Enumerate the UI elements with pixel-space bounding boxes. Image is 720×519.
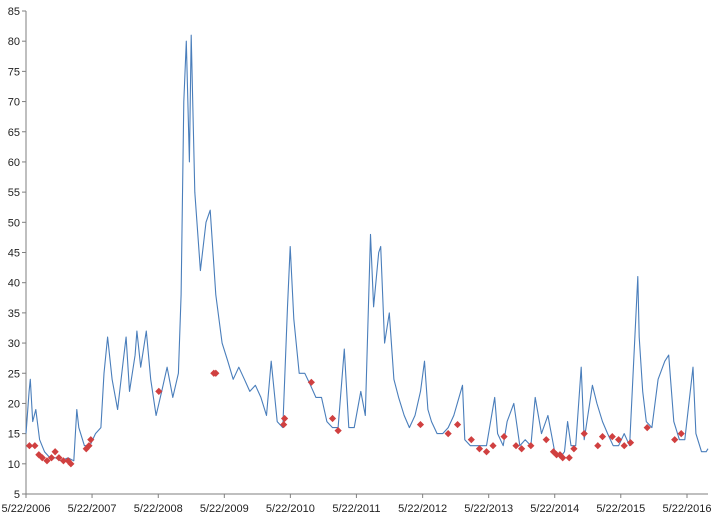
y-tick-label: 10 (8, 459, 20, 471)
y-tick-label: 45 (8, 248, 20, 260)
diamond-marker (334, 427, 342, 435)
diamond-marker (608, 433, 616, 441)
diamond-marker (87, 436, 95, 444)
y-tick-label: 30 (8, 338, 20, 350)
y-tick-label: 55 (8, 187, 20, 199)
x-tick-label: 5/22/2011 (332, 503, 380, 515)
diamond-marker (620, 442, 628, 450)
x-tick-label: 5/22/2014 (530, 503, 579, 515)
y-tick-label: 75 (8, 66, 20, 78)
x-tick-label: 5/22/2015 (596, 503, 645, 515)
marker-layer (25, 369, 685, 468)
diamond-marker (416, 420, 425, 429)
diamond-marker (47, 454, 56, 462)
diamond-marker (475, 445, 484, 453)
diamond-marker (444, 430, 452, 438)
x-tick-label: 5/22/2007 (68, 503, 117, 515)
diamond-marker (64, 457, 72, 465)
diamond-marker (482, 448, 491, 456)
diamond-marker (280, 420, 288, 429)
x-axis: 5/22/2006 5/22/2007 5/22/2008 5/22/2009 5/22… (2, 493, 712, 515)
diamond-marker (626, 439, 635, 447)
diamond-marker (615, 436, 623, 444)
diamond-marker (677, 430, 685, 438)
y-tick-label: 70 (8, 97, 20, 109)
diamond-marker (594, 442, 602, 450)
diamond-marker (643, 423, 651, 432)
diamond-marker (59, 457, 68, 465)
x-tick-label: 5/22/2012 (398, 503, 447, 515)
diamond-marker (43, 457, 51, 465)
diamond-marker (307, 378, 315, 386)
diamond-marker (598, 433, 607, 441)
y-axis: 5 10 15 20 25 30 35 40 45 50 55 60 65 70 75 80 85 (8, 6, 27, 501)
diamond-marker (549, 448, 558, 456)
diamond-marker (155, 387, 163, 395)
diamond-marker (542, 436, 550, 444)
diamond-marker (38, 454, 46, 462)
diamond-marker (51, 448, 59, 456)
series-layer (25, 34, 709, 462)
diamond-marker (527, 442, 535, 450)
y-tick-label: 80 (8, 36, 20, 48)
y-tick-label: 15 (8, 429, 20, 441)
y-tick-label: 25 (8, 368, 20, 380)
diamond-marker (570, 445, 578, 453)
diamond-marker (212, 369, 220, 377)
diamond-marker (512, 442, 520, 450)
x-tick-label: 5/22/2006 (2, 503, 51, 515)
diamond-marker (67, 460, 75, 468)
diamond-marker (580, 430, 588, 438)
diamond-marker (31, 442, 39, 450)
diamond-marker (500, 433, 508, 441)
y-tick-label: 65 (8, 127, 20, 139)
diamond-marker (35, 451, 43, 459)
y-tick-label: 60 (8, 157, 20, 169)
diamond-marker (467, 436, 475, 444)
y-tick-label: 85 (8, 6, 20, 18)
diamond-marker (671, 436, 679, 444)
x-tick-label: 5/22/2010 (266, 503, 315, 515)
diamond-marker (328, 414, 337, 423)
y-tick-label: 50 (8, 217, 20, 229)
diamond-marker (280, 414, 289, 423)
x-tick-label: 5/22/2009 (200, 503, 249, 515)
diamond-marker (556, 451, 564, 459)
series-line (25, 34, 709, 462)
diamond-marker (518, 445, 526, 453)
y-tick-label: 20 (8, 398, 20, 410)
x-tick-label: 5/22/2013 (464, 503, 513, 515)
diamond-marker (565, 454, 573, 462)
diamond-marker (489, 442, 497, 450)
y-tick-label: 5 (14, 489, 20, 501)
x-tick-label: 5/22/2008 (134, 503, 183, 515)
y-tick-label: 35 (8, 308, 20, 320)
diamond-marker (559, 454, 567, 462)
x-tick-label: 5/22/2016 (663, 503, 712, 515)
diamond-marker (55, 454, 63, 462)
diamond-marker (85, 442, 93, 450)
diamond-marker (453, 420, 462, 429)
diamond-marker (25, 442, 34, 450)
y-tick-label: 40 (8, 278, 20, 290)
